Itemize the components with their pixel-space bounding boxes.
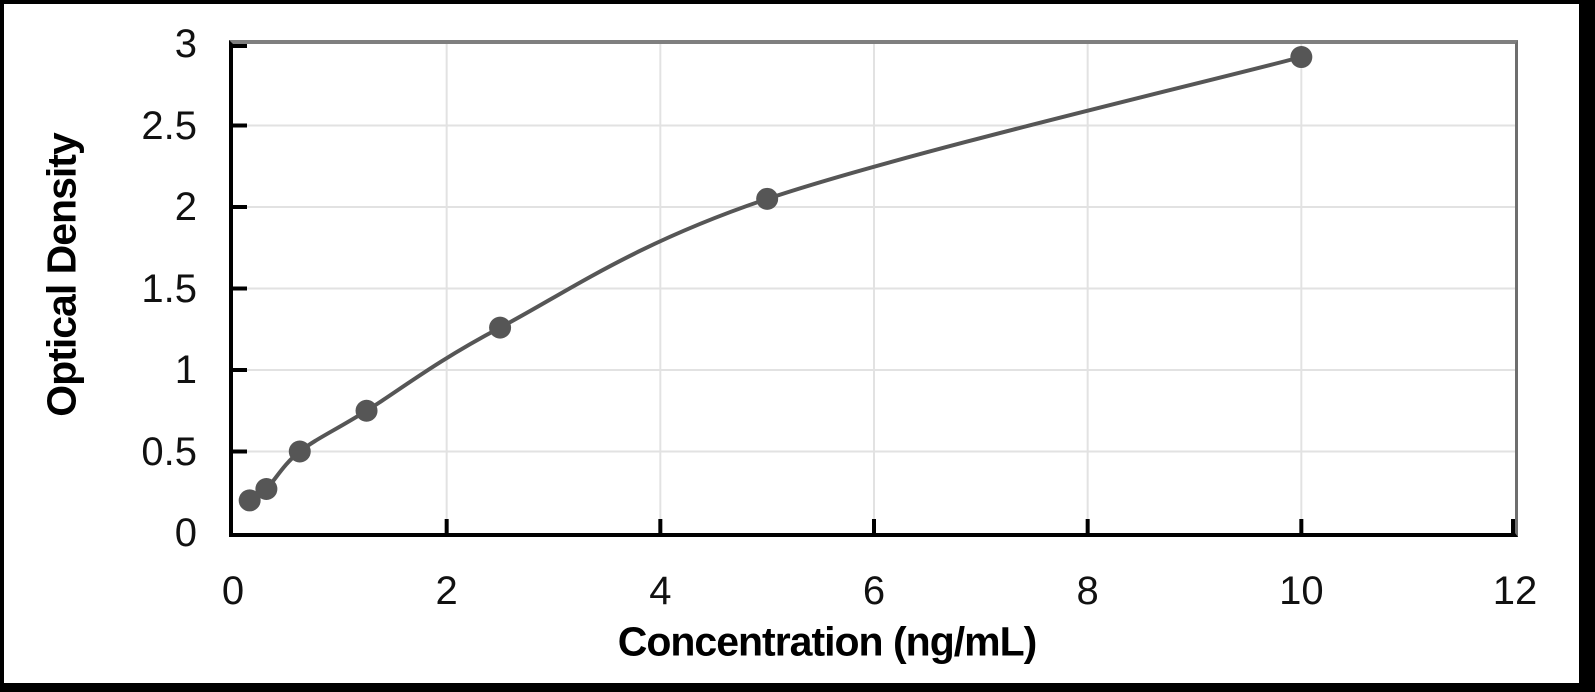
y-tick-label: 1.5 <box>141 266 197 311</box>
y-tick-label: 3 <box>174 22 197 66</box>
y-tick-label: 1 <box>174 348 197 392</box>
x-tick-label: 10 <box>1279 569 1324 613</box>
plot-canvas <box>233 44 1515 533</box>
x-tick-label: 6 <box>862 569 886 613</box>
plot-area <box>229 40 1518 537</box>
data-point-marker <box>1290 46 1313 69</box>
x-axis-title: Concentration (ng/mL) <box>617 618 1038 665</box>
x-tick-label: 4 <box>649 569 672 613</box>
x-tick-label: 2 <box>435 569 458 613</box>
data-point-marker <box>756 187 779 210</box>
data-point-marker <box>238 489 261 512</box>
data-point-marker <box>288 440 311 463</box>
x-tick-label: 0 <box>221 569 245 613</box>
x-tick-label: 12 <box>1492 569 1538 613</box>
data-point-marker <box>489 316 512 339</box>
y-tick-label: 2 <box>174 185 197 229</box>
y-tick-label: 0 <box>174 511 197 555</box>
y-tick-label: 0.5 <box>141 429 197 474</box>
x-tick-label: 8 <box>1076 569 1099 613</box>
data-point-marker <box>355 399 378 422</box>
standard-curve-line <box>247 55 1304 503</box>
data-point-marker <box>255 477 278 500</box>
y-tick-label: 2.5 <box>141 103 197 148</box>
